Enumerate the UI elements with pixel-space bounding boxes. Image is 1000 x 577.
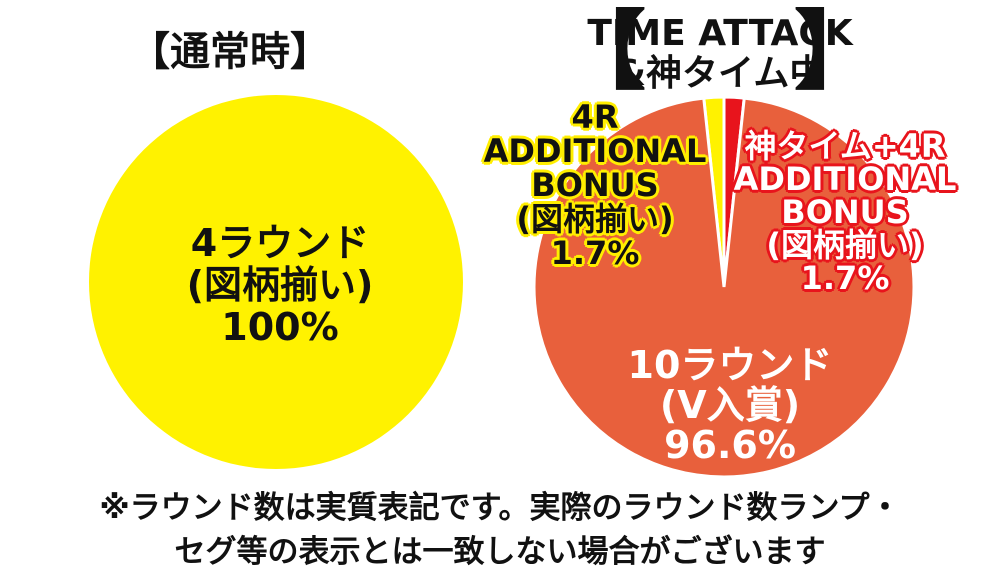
title-bracket-open: 【 <box>560 2 646 102</box>
right-main-label-line-3: 96.6% <box>664 423 796 467</box>
right-pie-slice-10round <box>532 96 916 479</box>
left-label-line-2: (図柄揃い) <box>186 263 374 307</box>
left-label-line-1: 4ラウンド <box>190 221 370 265</box>
red-callout-line-5: 1.7% <box>800 259 890 297</box>
red-callout-line-4: (図柄揃い) <box>766 226 924 264</box>
red-slice-callout: 神タイム+4R ADDITIONAL BONUS (図柄揃い) 1.7% <box>720 130 970 295</box>
red-callout-line-2: ADDITIONAL <box>733 160 957 198</box>
red-callout-line-3: BONUS <box>781 193 909 231</box>
yellow-callout-line-1: 4R <box>571 98 619 136</box>
left-pie-slice-4round <box>89 95 463 469</box>
footnote-line-1: ※ラウンド数は実質表記です。実際のラウンド数ランプ・ <box>99 490 901 526</box>
left-label-line-3: 100% <box>221 305 339 349</box>
left-slice-label: 4ラウンド (図柄揃い) 100% <box>150 222 410 348</box>
right-main-label-line-2: (V入賞) <box>659 383 801 427</box>
yellow-callout-line-3: BONUS <box>531 166 659 204</box>
yellow-callout-line-4: (図柄揃い) <box>516 200 674 238</box>
red-callout-line-1: 神タイム+4R <box>744 127 946 165</box>
footnote-line-2: セグ等の表示とは一致しない場合がございます <box>174 534 826 570</box>
yellow-callout-line-2: ADDITIONAL <box>483 132 707 170</box>
title-line-1: TIME ATTACK <box>587 13 853 54</box>
left-chart-title: 【通常時】 <box>130 29 330 75</box>
yellow-slice-callout: 4R ADDITIONAL BONUS (図柄揃い) 1.7% <box>470 100 720 270</box>
right-pie <box>532 95 916 479</box>
yellow-callout-line-5: 1.7% <box>550 234 640 272</box>
right-slice-label-10round: 10ラウンド (V入賞) 96.6% <box>600 345 860 465</box>
footnote: ※ラウンド数は実質表記です。実際のラウンド数ランプ・ セグ等の表示とは一致しない… <box>0 486 1000 574</box>
title-line-2: &神タイム中 <box>614 53 826 94</box>
right-main-label-line-1: 10ラウンド <box>627 343 833 387</box>
right-chart-title: 【 TIME ATTACK &神タイム中 】 <box>560 2 880 102</box>
title-bracket-close: 】 <box>794 2 880 102</box>
